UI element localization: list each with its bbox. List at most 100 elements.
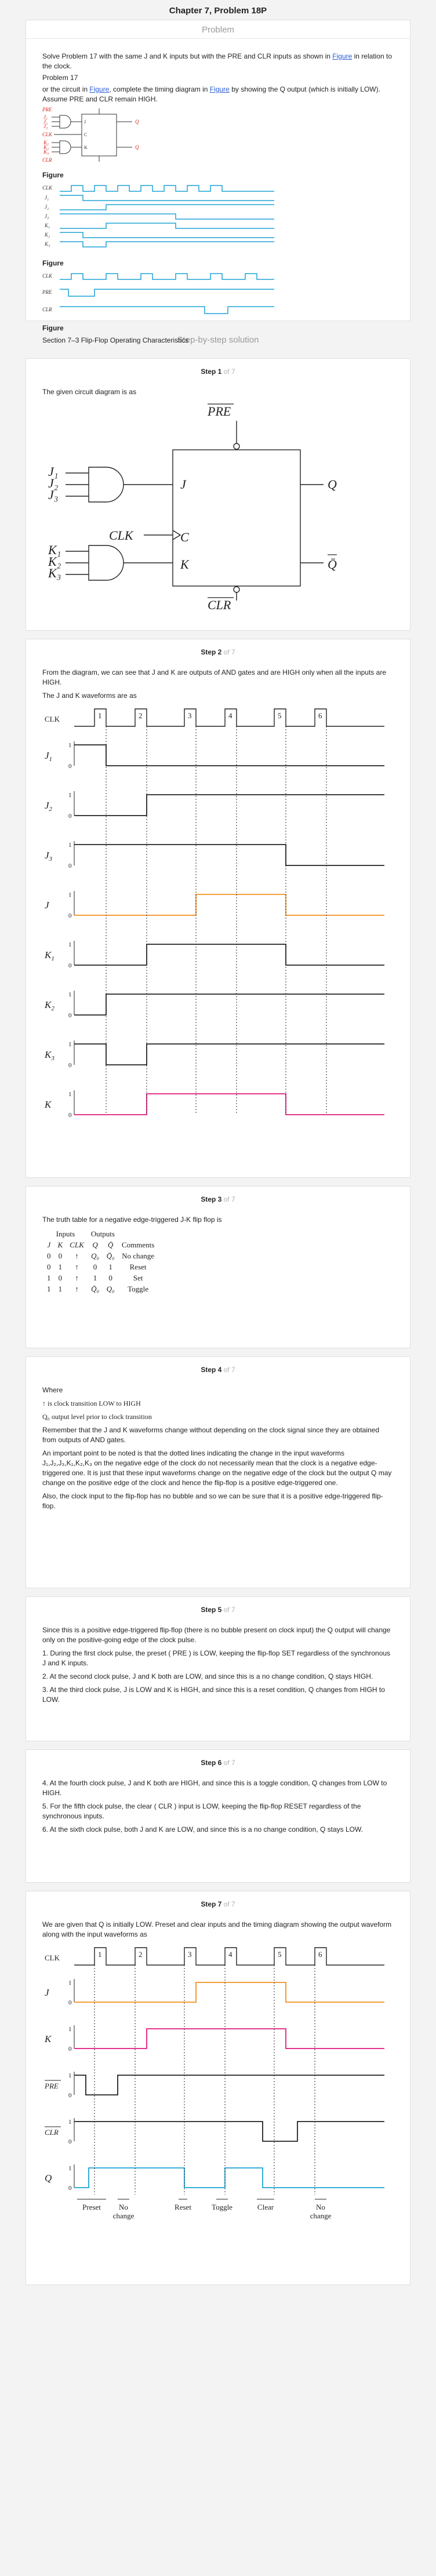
svg-text:Q̄: Q̄ [328,557,337,572]
step-7-card: Step 7 of 7 We are given that Q is initi… [26,1891,410,2285]
problem-heading: Problem [26,20,410,39]
jk-truth-table: Inputs Outputs J K CLK Q Q̄ Comments 0 0 ↑… [43,1228,158,1294]
signal-label: Q [45,2173,52,2184]
svg-text:CLR: CLR [42,157,52,163]
column-header: Q [92,1240,98,1249]
axis-tick-1: 1 [68,792,72,799]
signal-waveform [74,1982,384,2003]
clock-waveform [74,1947,384,1966]
svg-text:K: K [180,557,190,572]
axis-tick-1: 1 [68,1091,72,1098]
signal-waveform [74,2167,384,2188]
svg-text:K₃: K₃ [48,566,61,580]
step-label: Step 5 of 7 [201,1606,235,1614]
definition-rising-edge: ↑ is clock transition LOW to HIGH [42,1399,141,1407]
step-text: 3. At the third clock pulse, J is LOW an… [42,1686,385,1704]
clock-pulse-number: 1 [98,711,102,720]
clock-pulse-number: 3 [188,711,192,720]
signal-label: K [44,1099,52,1110]
svg-text:CLR: CLR [42,307,52,312]
step-text: The J and K waveforms are as [42,692,137,700]
signal-waveform [74,2121,384,2142]
clock-pulse-number: 6 [318,1950,322,1959]
figure-link[interactable]: Figure [89,85,110,93]
clk-signal-label: CLK [45,1953,60,1962]
axis-tick-0: 0 [68,2046,72,2053]
step-text: Remember that the J and K waveforms chan… [42,1426,380,1444]
axis-tick-1: 1 [68,2026,72,2033]
svg-text:K₂: K₂ [44,232,50,238]
signal-waveform [74,844,384,866]
step-label: Step 2 of 7 [201,648,235,656]
svg-text:K₁: K₁ [44,223,50,228]
svg-text:J₁: J₁ [43,114,48,120]
clk-label: CLK [109,528,134,543]
q-annotation: change [310,2211,332,2220]
axis-tick-0: 0 [68,912,72,919]
axis-tick-1: 1 [68,2072,72,2079]
axis-tick-1: 1 [68,2165,72,2172]
q-annotation: Toggle [212,2203,232,2211]
outputs-group-header: Outputs [90,1229,115,1238]
step-text: 5. For the fifth clock pulse, the clear … [42,1802,361,1820]
signal-waveform [74,1093,384,1115]
figure-link[interactable]: Figure [332,52,353,60]
table-row: 1 1 ↑ Q̄₀ Q₀ Toggle [47,1285,149,1293]
step-label: Step 6 of 7 [201,1759,235,1767]
step-6-card: Step 6 of 7 4. At the fourth clock pulse… [26,1749,410,1883]
clock-pulse-number: 1 [98,1950,102,1959]
clr-label: CLR [208,598,231,612]
svg-text:K₂: K₂ [43,144,49,150]
q-annotation: No [316,2203,325,2211]
signal-label: PRE [44,2082,59,2090]
svg-text:J₂: J₂ [48,476,59,490]
svg-text:CLK: CLK [42,273,53,279]
figure-link[interactable]: Figure [209,85,230,93]
axis-tick-1: 1 [68,941,72,948]
step-text: Since this is a positive edge-triggered … [42,1626,391,1644]
step-2-card: Step 2 of 7 From the diagram, we can see… [26,639,410,1178]
problem-source: Section 7–3 Flip-Flop Operating Characte… [42,336,189,344]
column-header: J [47,1240,51,1249]
step-3-card: Step 3 of 7 The truth table for a negati… [26,1186,410,1348]
step-text: An important point to be noted is that t… [42,1449,392,1487]
axis-tick-1: 1 [68,842,72,849]
svg-text:J₁: J₁ [48,464,58,479]
figure-label: Figure [42,259,64,267]
signal-label: J [45,900,50,911]
clock-pulse-number: 2 [139,711,143,720]
signal-label: J3 [45,850,53,863]
svg-text:Q: Q [135,144,139,150]
axis-tick-0: 0 [68,1999,72,2006]
svg-text:J: J [84,119,86,125]
clock-pulse-number: 6 [318,711,322,720]
signal-waveform [74,744,384,766]
clock-pulse-number: 3 [188,1950,192,1959]
axis-tick-0: 0 [68,763,72,770]
clk-signal-label: CLK [45,715,60,723]
clock-pulse-number: 5 [278,1950,282,1959]
svg-text:K: K [84,145,88,150]
q-annotation: Reset [175,2203,191,2211]
column-header: CLK [70,1240,84,1249]
clock-pulse-number: 5 [278,711,282,720]
q-annotation: No [119,2203,128,2211]
svg-text:C: C [84,132,87,137]
step-text: Where [42,1386,63,1394]
signal-waveform [74,1043,384,1065]
signal-label: J1 [45,750,52,763]
svg-text:J: J [180,477,187,492]
solution-heading: Step-by-step solution [177,335,259,345]
axis-tick-0: 0 [68,2185,72,2192]
axis-tick-0: 0 [68,2138,72,2145]
axis-tick-0: 0 [68,813,72,820]
page-title: Chapter 7, Problem 18P [169,6,267,16]
axis-tick-1: 1 [68,892,72,898]
signal-waveform [74,894,384,916]
step-4-card: Step 4 of 7 Where ↑ is clock transition … [26,1356,410,1588]
svg-text:C: C [180,530,189,544]
problem-line-1: Solve Problem 17 with the same J and K i… [42,52,393,70]
